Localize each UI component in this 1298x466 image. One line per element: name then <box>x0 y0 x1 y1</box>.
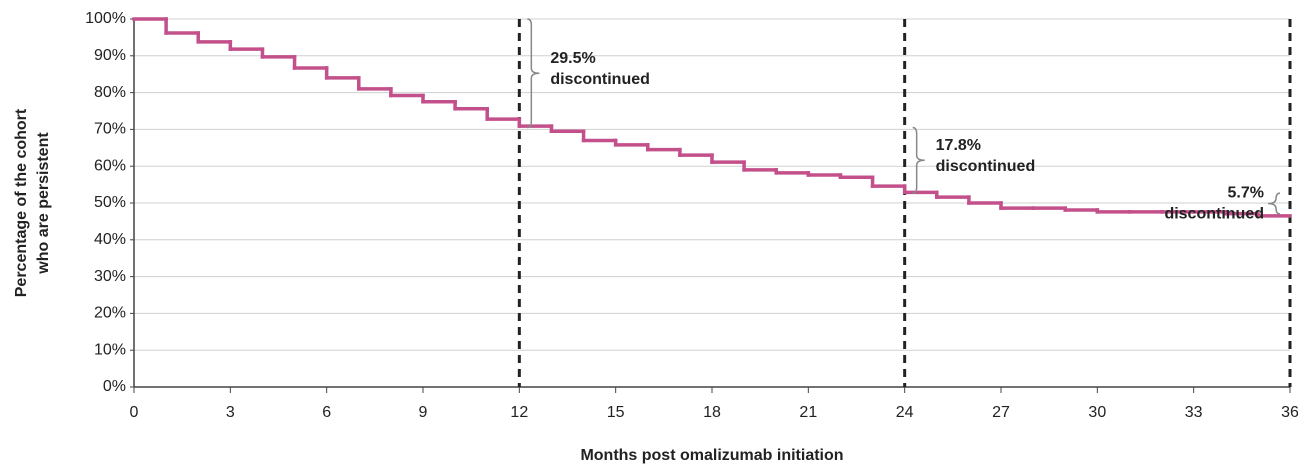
x-tick-label: 9 <box>419 404 428 421</box>
y-tick-label: 90% <box>94 47 126 64</box>
y-tick-label: 60% <box>94 157 126 174</box>
brace <box>1267 192 1281 215</box>
y-axis-title: who are persistent <box>35 132 52 275</box>
x-axis-title: Months post omalizumab initiation <box>580 447 843 464</box>
x-tick-label: 33 <box>1185 404 1203 421</box>
annotation: 29.5% <box>550 50 595 67</box>
annotation: 17.8% <box>936 137 981 154</box>
y-tick-label: 80% <box>94 84 126 101</box>
x-tick-label: 30 <box>1088 404 1106 421</box>
annotation: discontinued <box>550 71 650 88</box>
y-tick-label: 0% <box>103 378 126 395</box>
x-tick-label: 3 <box>226 404 235 421</box>
x-tick-label: 0 <box>130 404 139 421</box>
y-tick-label: 30% <box>94 268 126 285</box>
x-tick-label: 15 <box>607 404 625 421</box>
y-tick-label: 40% <box>94 231 126 248</box>
x-tick-label: 27 <box>992 404 1010 421</box>
x-tick-label: 24 <box>896 404 914 421</box>
y-tick-label: 70% <box>94 121 126 138</box>
y-tick-label: 100% <box>85 10 126 27</box>
x-tick-label: 12 <box>510 404 528 421</box>
y-axis-title: Percentage of the cohort <box>13 108 30 297</box>
x-tick-label: 18 <box>703 404 721 421</box>
brace <box>527 18 540 129</box>
annotation: 5.7% <box>1228 184 1264 201</box>
annotation: discontinued <box>1164 205 1264 222</box>
brace <box>912 126 925 194</box>
x-tick-label: 36 <box>1281 404 1298 421</box>
x-tick-label: 6 <box>322 404 331 421</box>
y-tick-label: 50% <box>94 194 126 211</box>
annotation: discontinued <box>936 158 1036 175</box>
x-tick-label: 21 <box>799 404 817 421</box>
y-tick-label: 20% <box>94 305 126 322</box>
y-tick-label: 10% <box>94 341 126 358</box>
